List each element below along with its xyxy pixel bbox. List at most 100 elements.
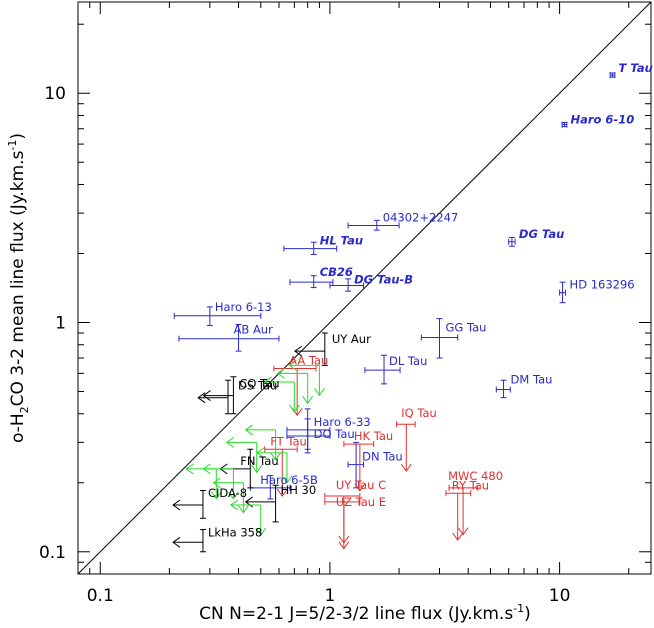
- data-point: [347, 441, 364, 489]
- data-point: [324, 498, 361, 550]
- y-tick-label: 10: [44, 84, 66, 104]
- y-axis-title: o-H2CO 3-2 mean line flux (Jy.km.s-1): [6, 133, 31, 443]
- data-point: [364, 354, 401, 385]
- arrow-head: [225, 436, 235, 448]
- data-point: [294, 332, 328, 366]
- arrow-head: [202, 390, 211, 401]
- x-tick-label: 1: [325, 586, 336, 606]
- data-point: [172, 529, 206, 553]
- green-upper-limit: [225, 436, 263, 474]
- arrow-head: [255, 527, 267, 536]
- data-point: [172, 490, 206, 519]
- data-point: [197, 379, 232, 415]
- x-axis-title: CN N=2-1 J=5/2-3/2 line flux (Jy.km.s-1): [199, 602, 531, 624]
- data-point: [264, 446, 298, 497]
- data-point: [286, 418, 331, 454]
- point-label: AB Aur: [234, 323, 274, 337]
- arrow-head: [457, 527, 469, 536]
- x-tick-label: 10: [549, 586, 571, 606]
- point-label: DM Tau: [511, 373, 553, 387]
- point-label: HH 30: [281, 483, 317, 497]
- point-label: T Tau: [619, 61, 653, 75]
- data-point: [508, 236, 516, 247]
- arrow-head: [302, 395, 314, 405]
- data-point: [347, 219, 400, 231]
- arrow-head: [263, 376, 272, 388]
- arrow-head: [288, 404, 300, 413]
- arrow-head: [172, 499, 181, 511]
- data-point: [559, 281, 566, 304]
- point-label: Haro 6-5B: [260, 473, 318, 487]
- arrow-head: [281, 475, 293, 484]
- arrow-head: [185, 463, 194, 475]
- point-label: DL Tau: [389, 354, 427, 368]
- data-point: [343, 441, 375, 492]
- point-label: Haro 6-13: [215, 300, 272, 314]
- data-point: [202, 376, 237, 415]
- y-tick-label: 1: [55, 314, 66, 334]
- arrow-head: [314, 387, 325, 397]
- point-label: MWC 480: [448, 469, 503, 483]
- data-point: [289, 275, 334, 289]
- point-label: HL Tau: [320, 234, 363, 248]
- point-label: DO Tau: [314, 427, 355, 441]
- green-upper-limit: [244, 424, 282, 461]
- arrow-head: [228, 491, 239, 500]
- tick-labels: 0.1 1 10 0.1 1 10: [39, 84, 570, 606]
- point-label: CQ Tau: [239, 377, 279, 391]
- data-point: [609, 72, 616, 79]
- data-point: [396, 421, 416, 472]
- data-point: [495, 379, 511, 399]
- point-label: AA Tau: [289, 354, 328, 368]
- point-label: Haro 6-33: [314, 415, 371, 429]
- point-label: DG Tau: [519, 227, 564, 241]
- green-upper-limit: [288, 359, 325, 397]
- point-label: Haro 6-10: [570, 113, 634, 127]
- arrow-head: [294, 345, 303, 357]
- point-labels: T Tau Haro 6-10 DG Tau HD 163296 04302+2247 H…: [208, 61, 653, 539]
- point-label: UY Aur: [332, 332, 371, 346]
- green-upper-limit: [263, 376, 300, 413]
- arrow-head: [256, 447, 265, 459]
- arrow-head: [452, 532, 464, 541]
- arrow-head: [229, 499, 239, 511]
- data-point: [329, 278, 364, 292]
- plot-frame: [77, 1, 652, 575]
- point-label: DN Tau: [362, 450, 403, 464]
- arrow-head: [197, 392, 206, 404]
- point-label: UY Tau C: [336, 478, 386, 492]
- point-label: HK Tau: [354, 429, 393, 443]
- green-upper-limit: [185, 463, 222, 500]
- y-tick-label: 0.1: [39, 543, 66, 563]
- point-label: DS Tau: [238, 379, 277, 393]
- data-point: [283, 241, 338, 255]
- x-tick-label: 0.1: [87, 586, 114, 606]
- point-label: DG Tau-B: [354, 273, 413, 287]
- one-to-one-line: [78, 2, 651, 574]
- point-label: FN Tau: [240, 454, 278, 468]
- arrow-head: [251, 464, 263, 474]
- point-label: FT Tau: [270, 434, 307, 448]
- arrow-head: [276, 367, 286, 379]
- point-label: CB26: [320, 265, 353, 279]
- point-label: GG Tau: [446, 321, 487, 335]
- point-label: HD 163296: [570, 278, 635, 292]
- point-label: IQ Tau: [401, 406, 437, 420]
- axis-ticks: [77, 2, 651, 575]
- point-label: LkHa 358: [208, 525, 262, 539]
- arrow-head: [210, 491, 222, 500]
- green-upper-limit: [229, 499, 267, 536]
- data-point: [420, 318, 459, 359]
- green-upper-limit: [256, 447, 293, 484]
- green-upper-limit: [276, 367, 314, 405]
- point-label: 04302+2247: [383, 210, 459, 224]
- arrow-head: [288, 359, 297, 371]
- arrow-head: [212, 477, 221, 489]
- data-point: [448, 484, 479, 536]
- data-point: [561, 121, 568, 128]
- green-upper-limit: [212, 477, 249, 514]
- data-point: [445, 490, 472, 541]
- point-label: RY Tau: [452, 478, 489, 492]
- arrow-head: [338, 541, 350, 550]
